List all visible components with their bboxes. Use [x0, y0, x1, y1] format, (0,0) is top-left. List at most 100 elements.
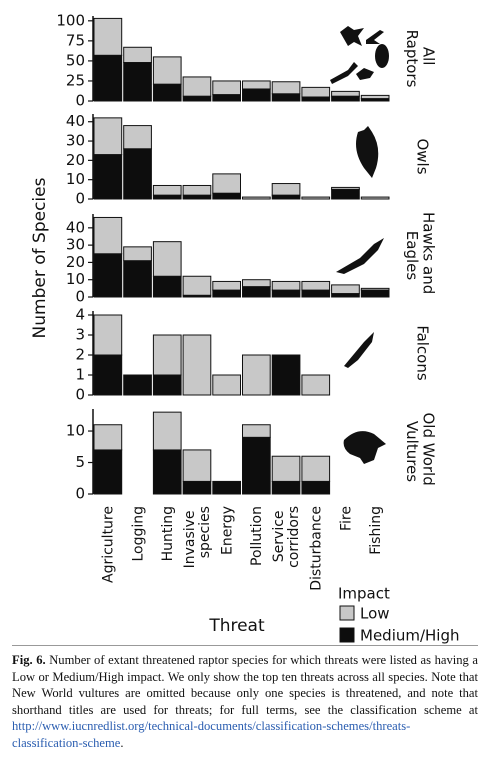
bar-segment: [212, 280, 242, 291]
bird-icon: [375, 44, 389, 68]
caption-label: Fig. 6.: [12, 653, 46, 667]
caption-link[interactable]: http://www.iucnredlist.org/technical-doc…: [12, 719, 411, 750]
bar-segment: [242, 88, 271, 102]
bar-segment: [242, 354, 271, 396]
bar-segment: [301, 96, 331, 102]
bar-segment: [331, 284, 360, 295]
bar-segment: [331, 188, 360, 200]
bar-segment: [152, 241, 182, 277]
bar-segment: [331, 186, 360, 190]
bar-segment: [152, 334, 182, 376]
x-tick-label: Pollution: [249, 506, 265, 566]
bar-segment: [182, 449, 212, 482]
bar-segment: [360, 94, 390, 100]
y-tick-label: 10: [66, 170, 85, 188]
caption: Fig. 6. Number of extant threatened rapt…: [12, 652, 478, 752]
bar-segment: [123, 148, 152, 200]
bar-segment: [152, 83, 182, 102]
bar-segment: [93, 117, 123, 156]
bar-segment: [93, 154, 123, 200]
panel-title: Falcons: [414, 325, 432, 381]
bar-segment: [152, 374, 182, 396]
legend-label: Medium/High: [360, 627, 460, 645]
bar-segment: [152, 275, 182, 298]
x-tick-label: Disturbance: [309, 506, 325, 591]
y-tick-label: 3: [75, 326, 85, 344]
caption-rule: [12, 645, 478, 646]
bar-segment: [182, 95, 212, 102]
bar-segment: [152, 56, 182, 85]
bar-segment: [271, 289, 301, 298]
bar-segment: [360, 287, 390, 291]
bar-segment: [182, 480, 212, 495]
bar-segment: [152, 449, 182, 495]
bar-segment: [93, 354, 123, 396]
bar-segment: [152, 184, 182, 196]
y-tick-label: 0: [75, 190, 85, 208]
bird-icons: [330, 26, 389, 464]
y-tick-label: 75: [66, 31, 85, 49]
x-tick-label: Service corridors: [271, 506, 302, 568]
bar-segment: [242, 80, 271, 90]
bar-segment: [271, 81, 301, 95]
y-tick-label: 20: [66, 253, 85, 271]
y-tick-label: 5: [75, 453, 85, 471]
y-tick-label: 10: [66, 270, 85, 288]
bird-icon: [340, 26, 364, 46]
bar-segment: [212, 80, 242, 96]
bird-icon: [336, 238, 384, 274]
bar-segment: [212, 374, 242, 396]
bird-icon: [344, 332, 374, 368]
y-tick-label: 30: [66, 132, 85, 150]
bar-segment: [123, 62, 152, 102]
bar-segment: [271, 455, 301, 482]
x-tick-label: Fire: [338, 506, 354, 531]
bar-segment: [271, 194, 301, 200]
panel-title: Hawks and Eagles: [403, 212, 438, 299]
bar-segment: [301, 196, 331, 200]
y-tick-label: 0: [75, 386, 85, 404]
bar-segment: [331, 293, 360, 298]
bar-segment: [212, 173, 242, 194]
bar-segment: [93, 424, 123, 451]
bar-segment: [93, 253, 123, 298]
bar-segment: [123, 46, 152, 64]
bar-segment: [301, 280, 331, 291]
x-tick-label: Invasive species: [182, 506, 213, 568]
y-tick-label: 20: [66, 151, 85, 169]
bar-segment: [93, 314, 123, 356]
bird-icon: [356, 126, 379, 178]
y-tick-label: 0: [75, 288, 85, 306]
bar-segment: [93, 449, 123, 495]
bar-segment: [123, 374, 152, 396]
y-tick-label: 30: [66, 236, 85, 254]
bar-segment: [271, 354, 301, 396]
panel-title: Old World Vultures: [403, 412, 438, 490]
y-tick-label: 0: [75, 485, 85, 503]
chart: Number of Species Threat Impact 02550751…: [30, 11, 460, 645]
bar-segment: [182, 194, 212, 200]
y-tick-label: 2: [75, 346, 85, 364]
bird-icon: [343, 431, 386, 464]
y-tick-label: 100: [56, 11, 85, 29]
bar-segment: [123, 260, 152, 298]
bar-segment: [271, 480, 301, 495]
bar-segment: [212, 192, 242, 200]
y-tick-label: 4: [75, 306, 85, 324]
legend-swatch: [339, 605, 355, 621]
y-tick-label: 40: [66, 112, 85, 130]
bar-segment: [93, 216, 123, 255]
bar-segment: [301, 289, 331, 298]
x-tick-label: Logging: [130, 506, 146, 562]
y-tick-label: 40: [66, 218, 85, 236]
bird-icon: [356, 68, 374, 80]
bar-segment: [212, 480, 242, 495]
bar-segment: [301, 374, 331, 396]
bar-segment: [271, 93, 301, 102]
bar-segment: [360, 196, 390, 200]
y-axis-label: Number of Species: [30, 177, 50, 338]
x-tick-label: Hunting: [160, 506, 176, 561]
bar-segment: [182, 184, 212, 196]
bar-segment: [182, 275, 212, 296]
